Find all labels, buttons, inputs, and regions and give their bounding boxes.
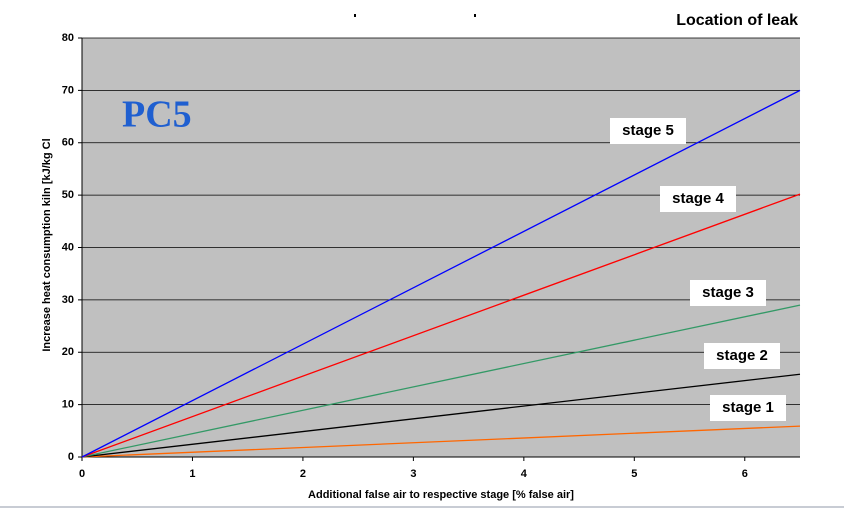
line [81, 89, 801, 458]
label-box [660, 186, 736, 212]
y-tick-label: 70 [62, 84, 74, 96]
x-tick-label: 0 [79, 468, 85, 480]
line [81, 373, 801, 458]
y-tick-label: 10 [62, 399, 74, 411]
y-tick-label: 60 [62, 137, 74, 149]
label-box [610, 118, 686, 144]
series-label: stage 2 [716, 347, 768, 364]
x-tick-label: 5 [631, 468, 637, 480]
series-label: stage 3 [702, 284, 754, 301]
y-tick-label: 50 [62, 189, 74, 201]
line [81, 193, 801, 458]
x-tick-label: 6 [742, 468, 748, 480]
series-label: stage 1 [722, 399, 774, 416]
annotation: PC5 [122, 94, 192, 136]
y-tick-label: 0 [68, 451, 74, 463]
line [81, 425, 801, 458]
x-tick-label: 4 [521, 468, 528, 480]
y-axis-label: Increase heat consumption kiln [kJ/kg Cl [41, 138, 53, 351]
artifact [354, 14, 356, 17]
x-tick-label: 3 [410, 468, 416, 480]
line [81, 304, 801, 458]
artifact [474, 14, 476, 17]
label-box [704, 343, 780, 369]
x-axis-label: Additional false air to respective stage… [308, 489, 574, 501]
label-box [710, 395, 786, 421]
y-tick-label: 40 [62, 241, 74, 253]
y-tick-label: 20 [62, 346, 74, 358]
series-label: stage 5 [622, 122, 674, 139]
x-tick-label: 2 [300, 468, 306, 480]
y-tick-label: 30 [62, 294, 74, 306]
x-tick-label: 1 [189, 468, 195, 480]
series-label: stage 4 [672, 190, 724, 207]
label-box [690, 280, 766, 306]
y-tick-label: 80 [62, 32, 74, 44]
chart-title: Location of leak [676, 12, 798, 29]
